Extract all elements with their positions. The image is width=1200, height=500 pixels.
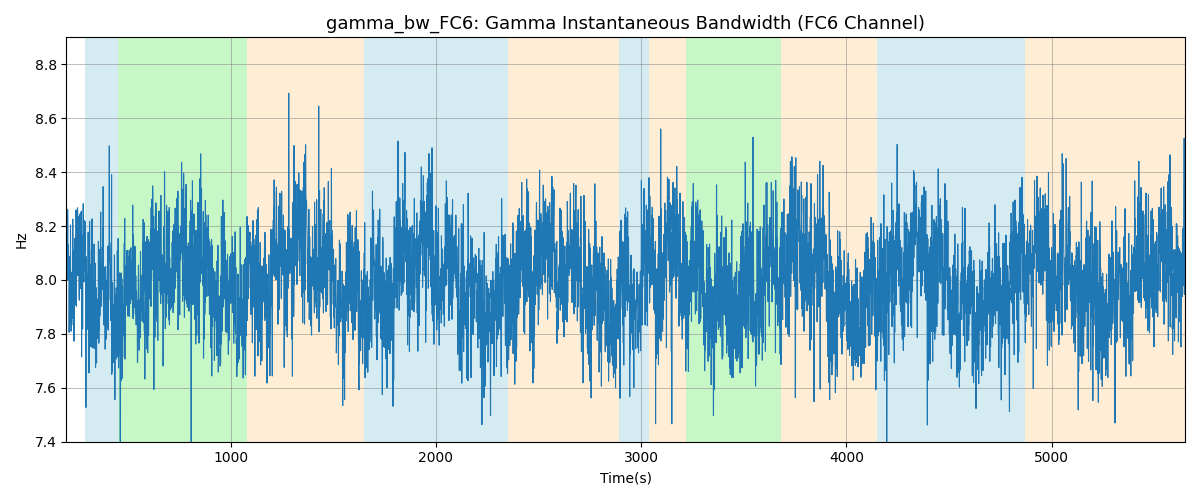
Bar — [508, 38, 618, 442]
Y-axis label: Hz: Hz — [16, 230, 29, 248]
Bar — [781, 38, 877, 442]
Bar — [686, 38, 781, 442]
Bar — [877, 38, 1025, 442]
Bar — [118, 38, 247, 442]
Bar — [364, 38, 398, 442]
Title: gamma_bw_FC6: Gamma Instantaneous Bandwidth (FC6 Channel): gamma_bw_FC6: Gamma Instantaneous Bandwi… — [326, 15, 925, 34]
Bar — [247, 38, 364, 442]
Bar — [1025, 38, 1186, 442]
X-axis label: Time(s): Time(s) — [600, 471, 652, 485]
Bar — [398, 38, 508, 442]
Bar — [618, 38, 649, 442]
Bar — [85, 38, 118, 442]
Bar — [649, 38, 686, 442]
